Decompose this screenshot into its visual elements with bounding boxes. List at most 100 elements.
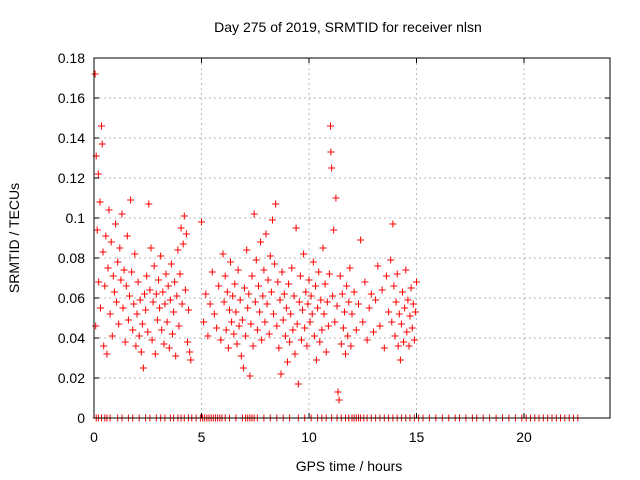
data-point bbox=[347, 342, 355, 350]
axes: 0 0.02 0.04 0.06 0.08 0.1 0.12 0.14 0.16 0.18 0 5 10… bbox=[58, 50, 610, 445]
data-point bbox=[220, 298, 228, 306]
data-point bbox=[228, 318, 236, 326]
data-point bbox=[110, 288, 118, 296]
data-point bbox=[246, 372, 254, 380]
data-point bbox=[106, 310, 114, 318]
data-point bbox=[403, 328, 411, 336]
data-point bbox=[376, 322, 384, 330]
data-point bbox=[322, 348, 330, 356]
data-point bbox=[355, 300, 362, 308]
data-point bbox=[336, 272, 344, 280]
data-point bbox=[343, 282, 351, 290]
data-point bbox=[352, 326, 360, 334]
data-point bbox=[367, 290, 375, 298]
data-point bbox=[396, 356, 404, 364]
data-point bbox=[155, 276, 162, 284]
data-point bbox=[308, 310, 316, 318]
data-point bbox=[232, 308, 240, 316]
data-point bbox=[315, 268, 323, 276]
y-tick-label: 0.1 bbox=[66, 210, 86, 226]
data-point bbox=[314, 304, 322, 312]
data-point bbox=[206, 300, 214, 308]
data-point bbox=[328, 164, 336, 172]
data-point bbox=[169, 330, 176, 338]
data-point bbox=[215, 282, 223, 290]
data-point bbox=[370, 328, 377, 336]
data-point bbox=[309, 258, 317, 266]
data-point bbox=[390, 282, 398, 290]
data-point bbox=[320, 310, 328, 318]
y-tick-label: 0 bbox=[77, 410, 85, 426]
data-point bbox=[116, 244, 124, 252]
data-point bbox=[184, 338, 191, 346]
data-point bbox=[105, 206, 113, 214]
data-point bbox=[115, 320, 123, 328]
data-point bbox=[185, 306, 193, 314]
data-point bbox=[124, 316, 132, 324]
data-point bbox=[210, 310, 218, 318]
data-point bbox=[137, 348, 145, 356]
data-point bbox=[237, 352, 245, 360]
data-point bbox=[112, 220, 119, 228]
data-point bbox=[102, 232, 110, 240]
data-point bbox=[402, 266, 410, 274]
data-point bbox=[363, 336, 371, 344]
data-point bbox=[114, 258, 122, 266]
y-tick-label: 0.14 bbox=[58, 130, 85, 146]
data-point bbox=[217, 336, 225, 344]
data-point bbox=[303, 342, 311, 350]
data-point bbox=[202, 290, 210, 298]
data-point bbox=[329, 292, 337, 300]
data-point bbox=[261, 318, 269, 326]
data-point bbox=[345, 298, 353, 306]
data-point bbox=[245, 290, 253, 298]
data-point bbox=[372, 296, 380, 304]
data-point bbox=[151, 350, 159, 358]
data-point bbox=[292, 224, 300, 232]
data-point bbox=[163, 318, 171, 326]
data-point bbox=[305, 276, 313, 284]
data-point bbox=[107, 238, 115, 246]
data-point bbox=[100, 342, 108, 350]
data-point bbox=[157, 252, 165, 260]
y-axis-title: SRMTID / TECUs bbox=[6, 183, 22, 293]
data-point bbox=[142, 306, 150, 314]
data-point bbox=[310, 332, 318, 340]
data-point bbox=[146, 286, 154, 294]
data-point bbox=[141, 290, 148, 298]
data-point bbox=[265, 330, 273, 338]
data-point bbox=[243, 246, 251, 254]
data-point bbox=[312, 282, 319, 290]
data-point bbox=[119, 304, 127, 312]
data-point bbox=[319, 244, 327, 252]
data-point bbox=[270, 310, 277, 318]
data-point bbox=[247, 320, 255, 328]
data-point bbox=[324, 322, 332, 330]
data-point bbox=[252, 256, 260, 264]
data-point bbox=[341, 308, 348, 316]
data-point bbox=[204, 332, 212, 340]
data-point bbox=[131, 250, 139, 258]
data-point bbox=[287, 310, 295, 318]
data-point bbox=[348, 310, 356, 318]
data-point bbox=[333, 302, 341, 310]
data-point bbox=[337, 340, 345, 348]
data-point bbox=[230, 330, 238, 338]
data-point bbox=[295, 298, 303, 306]
data-point bbox=[95, 278, 103, 286]
x-tick-label: 10 bbox=[301, 429, 317, 445]
data-point bbox=[91, 70, 99, 78]
data-point bbox=[129, 326, 137, 334]
data-point bbox=[93, 226, 101, 234]
data-point bbox=[144, 328, 152, 336]
chart-title: Day 275 of 2019, SRMTID for receiver nls… bbox=[214, 19, 482, 35]
plot-frame bbox=[93, 57, 611, 419]
y-tick-label: 0.08 bbox=[58, 250, 85, 266]
data-point bbox=[400, 338, 408, 346]
data-point bbox=[408, 324, 416, 332]
y-tick-label: 0.18 bbox=[58, 50, 85, 66]
data-point bbox=[263, 300, 271, 308]
data-point bbox=[244, 304, 252, 312]
data-point bbox=[406, 312, 414, 320]
data-point bbox=[158, 326, 166, 334]
